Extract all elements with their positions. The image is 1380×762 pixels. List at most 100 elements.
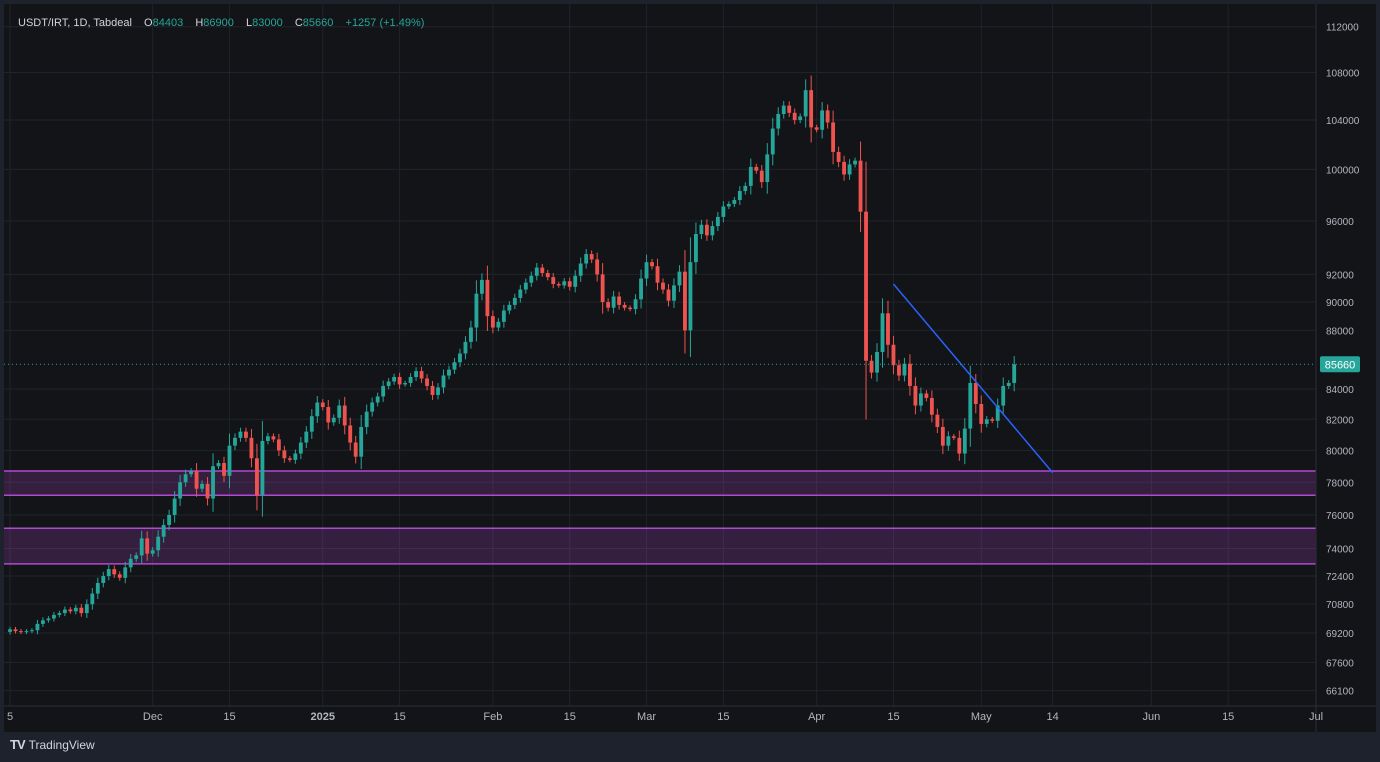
candle-body xyxy=(397,377,402,385)
candle-body xyxy=(326,407,331,423)
candle-body xyxy=(189,471,194,475)
trendline[interactable] xyxy=(892,283,1054,474)
candle-body xyxy=(984,419,989,424)
candle-body xyxy=(255,458,259,496)
candle-body xyxy=(787,105,792,113)
candle-body xyxy=(633,299,638,310)
price-tick-label: 100000 xyxy=(1326,165,1360,176)
candle-body xyxy=(479,279,484,294)
candle-body xyxy=(573,275,578,287)
last-price-badge xyxy=(1320,356,1360,373)
time-axis[interactable]: 5 Dec 15 2025 15 Feb 15 Mar 15 Apr 15 May 14 Jun 15 Jul xyxy=(4,705,1376,723)
candle-body xyxy=(469,327,473,342)
candle-body xyxy=(578,263,583,276)
candle-body xyxy=(419,371,424,379)
candle-body xyxy=(287,458,292,460)
candle-body xyxy=(183,474,188,483)
candle-body xyxy=(644,262,649,279)
candle-body xyxy=(106,569,111,577)
candle-body xyxy=(929,397,934,415)
candle-body xyxy=(167,514,172,525)
close-value: 85660 xyxy=(302,17,334,29)
candle-body xyxy=(803,90,808,117)
candle-body xyxy=(414,371,418,378)
candle-body xyxy=(41,620,45,624)
tradingview-branding[interactable]: TV TradingView xyxy=(10,737,95,752)
candle-body xyxy=(600,274,605,303)
candle-body xyxy=(19,631,23,633)
candle-body xyxy=(150,550,155,554)
candle-body xyxy=(836,151,841,162)
candle-body xyxy=(1006,382,1011,386)
candle-body xyxy=(392,377,397,382)
open-label: O xyxy=(144,17,153,29)
price-tick-label: 74000 xyxy=(1326,545,1354,556)
candle-body xyxy=(990,419,995,421)
candle-body xyxy=(886,313,890,345)
candle-body xyxy=(704,224,709,236)
candle-body xyxy=(1001,385,1006,406)
candle-body xyxy=(853,160,857,165)
change-value: +1257 (+1.49%) xyxy=(345,17,425,29)
price-axis[interactable]: 112000 108000 104000 100000 96000 92000 90000 8… xyxy=(1315,4,1360,732)
price-tick-label: 84000 xyxy=(1326,385,1354,396)
candle-body xyxy=(84,604,89,614)
candle-body xyxy=(584,254,589,264)
candle-body xyxy=(474,293,479,328)
candle-body xyxy=(24,631,29,633)
price-tick-label: 82000 xyxy=(1326,415,1354,426)
candle-body xyxy=(79,607,84,614)
candle-body xyxy=(320,402,325,408)
candle-body xyxy=(918,393,923,406)
high-label: H xyxy=(195,17,204,29)
price-tick-label: 112000 xyxy=(1326,23,1359,34)
candle-body xyxy=(688,262,693,331)
time-tick-label: Apr xyxy=(808,711,825,723)
candle-body xyxy=(792,112,797,121)
candle-body xyxy=(13,629,18,632)
time-tick-label: 5 xyxy=(7,711,13,723)
candle-body xyxy=(331,417,336,423)
candle-body xyxy=(518,289,523,298)
candle-body xyxy=(95,583,100,594)
candle-body xyxy=(995,405,1000,421)
candle-body xyxy=(51,614,56,619)
candle-body xyxy=(112,569,117,575)
candle-body xyxy=(534,267,539,276)
candle-body xyxy=(628,307,632,310)
tradingview-logo-icon: TV xyxy=(10,737,26,752)
price-tick-label: 92000 xyxy=(1326,270,1354,281)
candle-body xyxy=(968,382,973,429)
candle-body xyxy=(726,203,731,207)
candle-body xyxy=(436,387,440,395)
candle-body xyxy=(825,110,830,123)
price-tick-label: 96000 xyxy=(1326,217,1354,228)
candle-body xyxy=(68,609,73,612)
candle-body xyxy=(523,282,528,290)
candle-body xyxy=(908,363,912,386)
candle-body xyxy=(666,289,671,301)
candle-body xyxy=(946,436,951,446)
candle-body xyxy=(869,360,874,373)
candle-body xyxy=(973,382,978,405)
candle-body xyxy=(348,425,353,443)
candle-body xyxy=(831,122,836,152)
open-value: 84403 xyxy=(152,17,184,29)
candle-body xyxy=(271,436,276,440)
price-tick-label: 80000 xyxy=(1326,446,1354,457)
candle-body xyxy=(342,405,347,426)
time-tick-label: 15 xyxy=(717,711,729,723)
candle-body xyxy=(403,382,408,385)
candle-body xyxy=(73,607,78,612)
candle-body xyxy=(913,385,918,406)
candle-body xyxy=(441,375,446,388)
candle-body xyxy=(161,524,166,537)
time-tick-label: 15 xyxy=(1222,711,1234,723)
candle-body xyxy=(743,185,748,192)
candle-body xyxy=(46,618,51,621)
candle-body xyxy=(556,284,561,286)
candle-body xyxy=(798,116,803,121)
candle-body xyxy=(951,436,956,438)
symbol-title[interactable]: USDT/IRT, 1D, Tabdeal xyxy=(18,17,132,29)
